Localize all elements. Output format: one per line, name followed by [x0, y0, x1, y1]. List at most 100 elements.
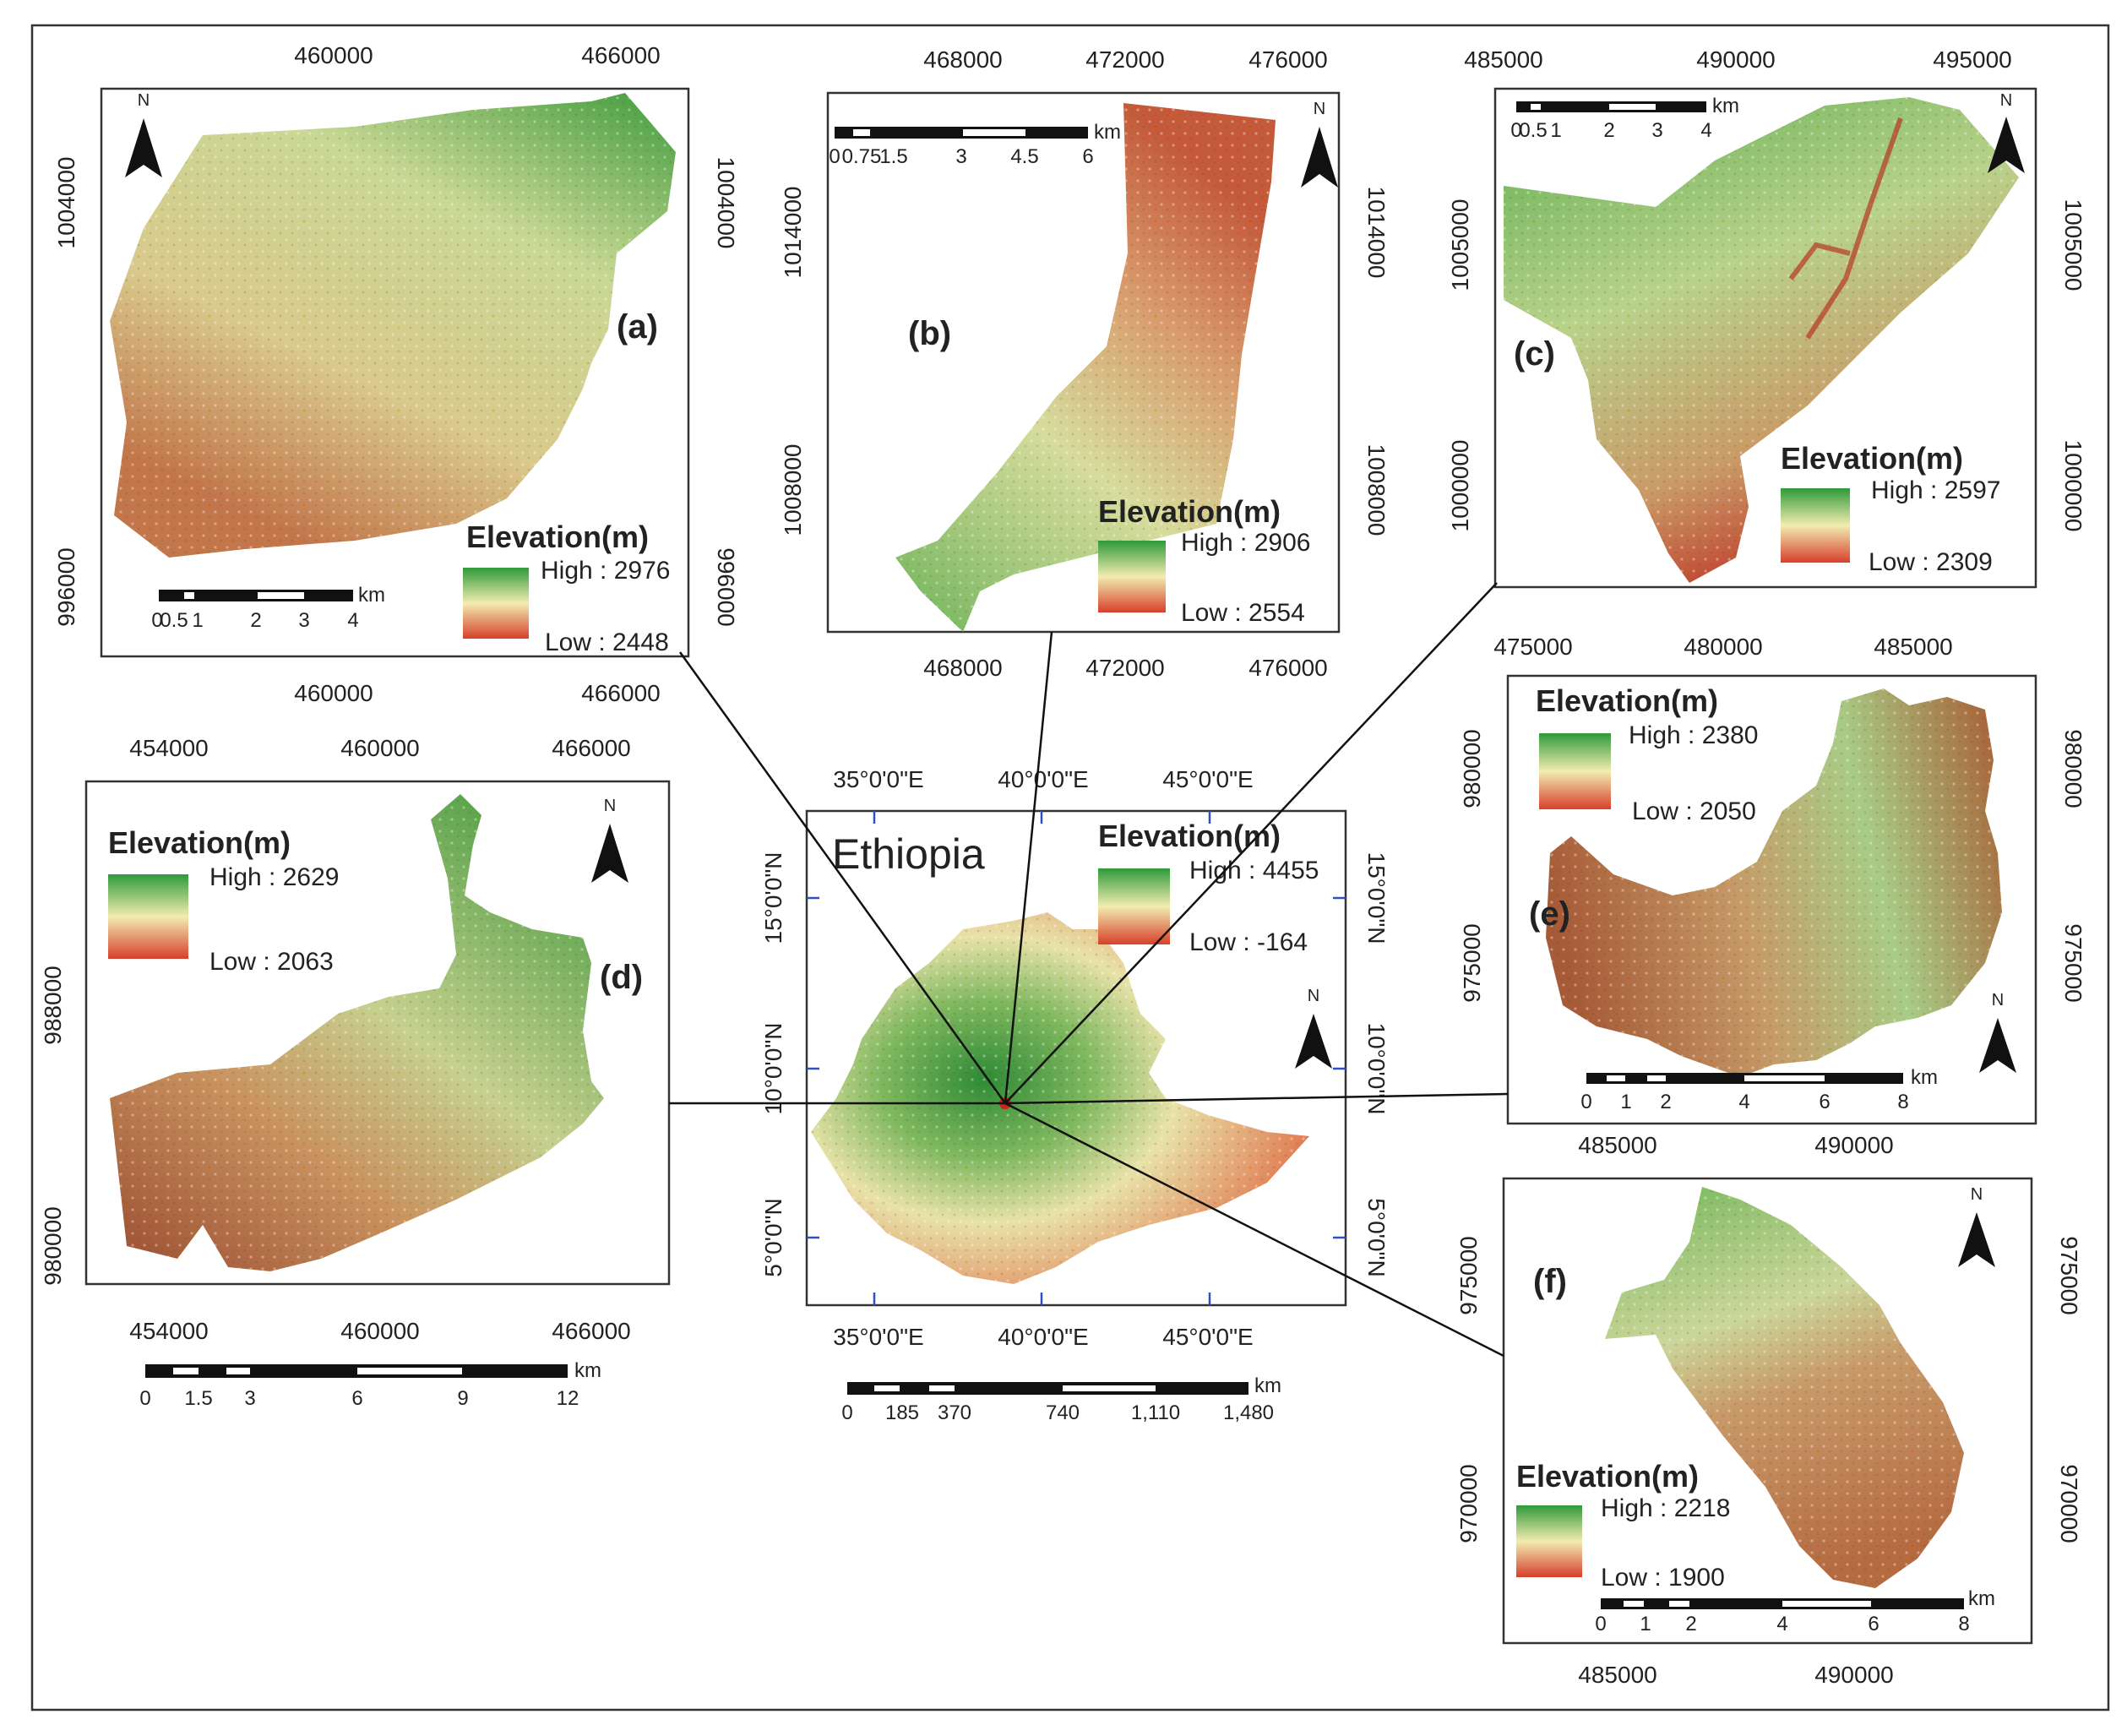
tick-label: 475000 — [1493, 634, 1572, 660]
scale-tick: 0 — [151, 609, 162, 632]
north-label: N — [1308, 987, 1319, 1005]
scale-tick: 4 — [1738, 1091, 1749, 1113]
map-c-frame — [1493, 87, 2037, 589]
tick-label: 460000 — [294, 680, 373, 706]
tick-label: 1014000 — [1363, 186, 1390, 278]
scale-tick: 2 — [1603, 119, 1614, 142]
scale-tick: 0.5 — [160, 609, 188, 632]
scale-tick: 4 — [1776, 1613, 1787, 1635]
map-f: 485000 490000 485000 490000 975000 97000… — [1455, 1132, 2082, 1688]
scale-tick: 3 — [244, 1387, 255, 1410]
scale-tick: 185 — [885, 1401, 919, 1424]
tick-label: 980000 — [2060, 729, 2086, 808]
tick-label: 1008000 — [1363, 444, 1390, 536]
tick-label: 45°0'0"E — [1162, 1324, 1253, 1350]
legend-high: High : 2906 — [1181, 529, 1310, 557]
scale-tick: 740 — [1046, 1401, 1080, 1424]
tick-label: 485000 — [1874, 634, 1952, 660]
legend-high: High : 2976 — [541, 557, 670, 585]
scale-tick: 2 — [1660, 1091, 1671, 1113]
scale-bar: km 0 1 2 4 6 8 — [1580, 1066, 1938, 1113]
tick-label: 472000 — [1085, 46, 1164, 73]
tick-label: 996000 — [713, 547, 739, 626]
legend-low: Low : 2063 — [209, 948, 334, 976]
map-b-x-ticks-bottom: 468000 472000 476000 — [923, 655, 1327, 681]
legend-high: High : 4455 — [1189, 857, 1319, 884]
tick-label: 988000 — [40, 966, 66, 1044]
legend-ramp — [1539, 733, 1611, 809]
tick-label: 454000 — [129, 1318, 208, 1344]
scale-tick: 0 — [1595, 1613, 1606, 1635]
legend-ramp — [108, 874, 188, 959]
scale-tick: 2 — [250, 609, 261, 632]
connector-lines — [669, 582, 1509, 1358]
scale-unit: km — [358, 584, 385, 607]
scale-tick: 3 — [1651, 119, 1662, 142]
scale-tick: 1.5 — [879, 145, 907, 168]
map-c-label: (c) — [1514, 335, 1555, 373]
legend-title: Elevation(m) — [1098, 819, 1281, 853]
graticule-ticks — [807, 811, 1346, 1305]
legend-low: Low : 2309 — [1869, 548, 1993, 576]
map-b-x-ticks-top: 468000 472000 476000 — [923, 46, 1327, 73]
map-e: 475000 480000 485000 980000 975000 98000… — [1459, 634, 2086, 1125]
tick-label: 466000 — [581, 680, 660, 706]
scale-bar: km 0 1 2 4 6 8 — [1595, 1587, 1995, 1635]
north-label: N — [138, 91, 150, 110]
tick-label: 476000 — [1248, 655, 1327, 681]
scale-tick: 1.5 — [184, 1387, 212, 1410]
map-e-x-ticks-top: 475000 480000 485000 — [1493, 634, 1952, 660]
scale-tick: 6 — [1082, 145, 1093, 168]
map-e-label: (e) — [1529, 895, 1570, 933]
scale-tick: 6 — [1868, 1613, 1879, 1635]
legend-ramp — [463, 568, 529, 639]
map-c: 485000 490000 495000 1005000 1000000 100… — [1447, 46, 2086, 589]
map-a-x-ticks-top: 460000 466000 — [294, 42, 660, 68]
map-a: 460000 466000 460000 466000 1004000 9960… — [53, 42, 739, 706]
tick-label: 1004000 — [713, 156, 739, 248]
map-d-x-ticks-top: 454000 460000 466000 — [129, 735, 630, 761]
tick-label: 460000 — [340, 1318, 419, 1344]
north-arrow-icon: N — [591, 797, 628, 883]
legend-high: High : 2629 — [209, 863, 339, 891]
tick-label: 485000 — [1578, 1662, 1656, 1688]
north-label: N — [1992, 991, 2004, 1009]
scale-tick: 0.5 — [1519, 119, 1547, 142]
scale-tick: 1 — [1550, 119, 1561, 142]
tick-label: 485000 — [1464, 46, 1542, 73]
scale-tick: 0.75 — [842, 145, 882, 168]
scale-tick: 370 — [938, 1401, 971, 1424]
tick-label: 975000 — [1459, 923, 1485, 1002]
ethiopia-frame — [805, 809, 1347, 1307]
scale-tick: 9 — [457, 1387, 468, 1410]
tick-label: 975000 — [2056, 1236, 2082, 1314]
scale-bar: km 0 185 370 740 1,110 1,480 — [841, 1374, 1281, 1424]
tick-label: 495000 — [1933, 46, 2011, 73]
legend-high: High : 2597 — [1871, 476, 2000, 504]
tick-label: 10°0'0"N — [760, 1023, 786, 1115]
map-d-x-ticks-bottom: 454000 460000 466000 — [129, 1318, 630, 1344]
scale-tick: 0 — [841, 1401, 852, 1424]
map-f-frame — [1502, 1177, 2033, 1645]
scale-unit: km — [1094, 121, 1121, 144]
tick-label: 975000 — [2060, 923, 2086, 1002]
tick-label: 1005000 — [2060, 199, 2086, 291]
legend-low: Low : 2554 — [1181, 599, 1305, 627]
scale-tick: 8 — [1897, 1091, 1908, 1113]
tick-label: 490000 — [1696, 46, 1775, 73]
map-f-texture — [1605, 1187, 1964, 1588]
tick-label: 468000 — [923, 46, 1002, 73]
legend-title: Elevation(m) — [1516, 1459, 1699, 1494]
map-c-texture — [1504, 97, 2019, 583]
tick-label: 10°0'0"N — [1363, 1023, 1390, 1115]
tick-label: 980000 — [1459, 729, 1485, 808]
tick-label: 468000 — [923, 655, 1002, 681]
map-b-label: (b) — [908, 315, 951, 352]
outer-border — [30, 24, 2110, 1712]
legend-title: Elevation(m) — [1781, 441, 1963, 476]
scale-tick: 8 — [1958, 1613, 1969, 1635]
tick-label: 35°0'0"E — [833, 1324, 923, 1350]
scale-unit: km — [1968, 1587, 1995, 1610]
ethiopia-x-ticks-top: 35°0'0"E 40°0'0"E 45°0'0"E — [833, 766, 1253, 792]
map-d-frame — [84, 780, 671, 1286]
